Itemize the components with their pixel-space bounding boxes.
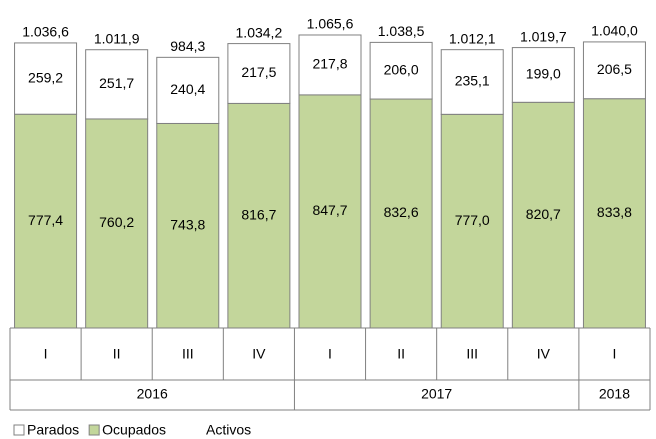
value-label: 235,1 (455, 73, 490, 89)
bar-segment (369, 98, 433, 329)
bar-segment (14, 113, 78, 329)
bar-segment (511, 47, 575, 103)
total-label: 1.012,1 (449, 30, 496, 46)
x-tick-label: III (182, 346, 194, 362)
value-label: 259,2 (28, 69, 63, 85)
value-label: 217,8 (312, 56, 347, 72)
value-label: 199,0 (526, 66, 561, 82)
value-label: 206,5 (597, 61, 632, 77)
bar-segment (511, 101, 575, 329)
legend-label: Ocupados (102, 422, 166, 438)
x-tick-label: I (612, 346, 616, 362)
x-tick-label: I (44, 346, 48, 362)
x-tick-label: II (113, 346, 121, 362)
bar-segment (298, 34, 362, 96)
bar-segment (440, 113, 504, 329)
legend-swatch (13, 424, 25, 436)
bar-segment (440, 49, 504, 115)
total-label: 1.011,9 (94, 30, 140, 46)
total-label: 1.065,6 (307, 16, 354, 32)
bar-segment (14, 42, 78, 115)
value-label: 240,4 (170, 81, 205, 97)
legend-label: Activos (206, 422, 251, 438)
x-tick-label: I (328, 346, 332, 362)
value-label: 743,8 (170, 216, 205, 232)
value-label: 847,7 (312, 202, 347, 218)
total-label: 1.034,2 (236, 24, 283, 40)
bar-segment (156, 56, 220, 124)
legend-label: Parados (27, 422, 79, 438)
total-label: 1.036,6 (22, 24, 69, 40)
total-label: 1.040,0 (591, 23, 638, 39)
bar-segment (156, 122, 220, 329)
bar-segment (227, 43, 291, 104)
bar-segment (582, 98, 646, 329)
value-label: 820,7 (526, 206, 561, 222)
group-label: 2017 (421, 386, 452, 402)
x-tick-label: IV (537, 346, 551, 362)
bar-segment (582, 41, 646, 100)
value-label: 833,8 (597, 204, 632, 220)
x-tick-label: III (466, 346, 478, 362)
value-label: 760,2 (99, 214, 134, 230)
value-label: 832,6 (384, 204, 419, 220)
group-label: 2016 (137, 386, 168, 402)
value-label: 816,7 (241, 206, 276, 222)
x-tick-label: IV (252, 346, 266, 362)
x-tick-label: II (397, 346, 405, 362)
value-label: 777,4 (28, 212, 63, 228)
value-label: 217,5 (241, 64, 276, 80)
group-label: 2018 (599, 386, 630, 402)
value-label: 206,0 (384, 61, 419, 77)
bar-segment (369, 41, 433, 100)
legend-swatch (88, 424, 100, 436)
total-label: 984,3 (170, 38, 205, 54)
total-label: 1.038,5 (378, 23, 425, 39)
value-label: 251,7 (99, 75, 134, 91)
bar-segment (85, 49, 149, 120)
value-label: 777,0 (455, 212, 490, 228)
total-label: 1.019,7 (520, 28, 567, 44)
